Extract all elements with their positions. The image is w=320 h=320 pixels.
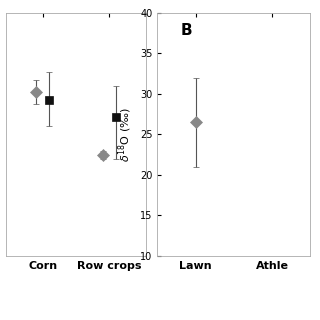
Y-axis label: $\delta^{18}$O (‰): $\delta^{18}$O (‰)	[117, 107, 134, 162]
Text: B: B	[180, 22, 192, 37]
